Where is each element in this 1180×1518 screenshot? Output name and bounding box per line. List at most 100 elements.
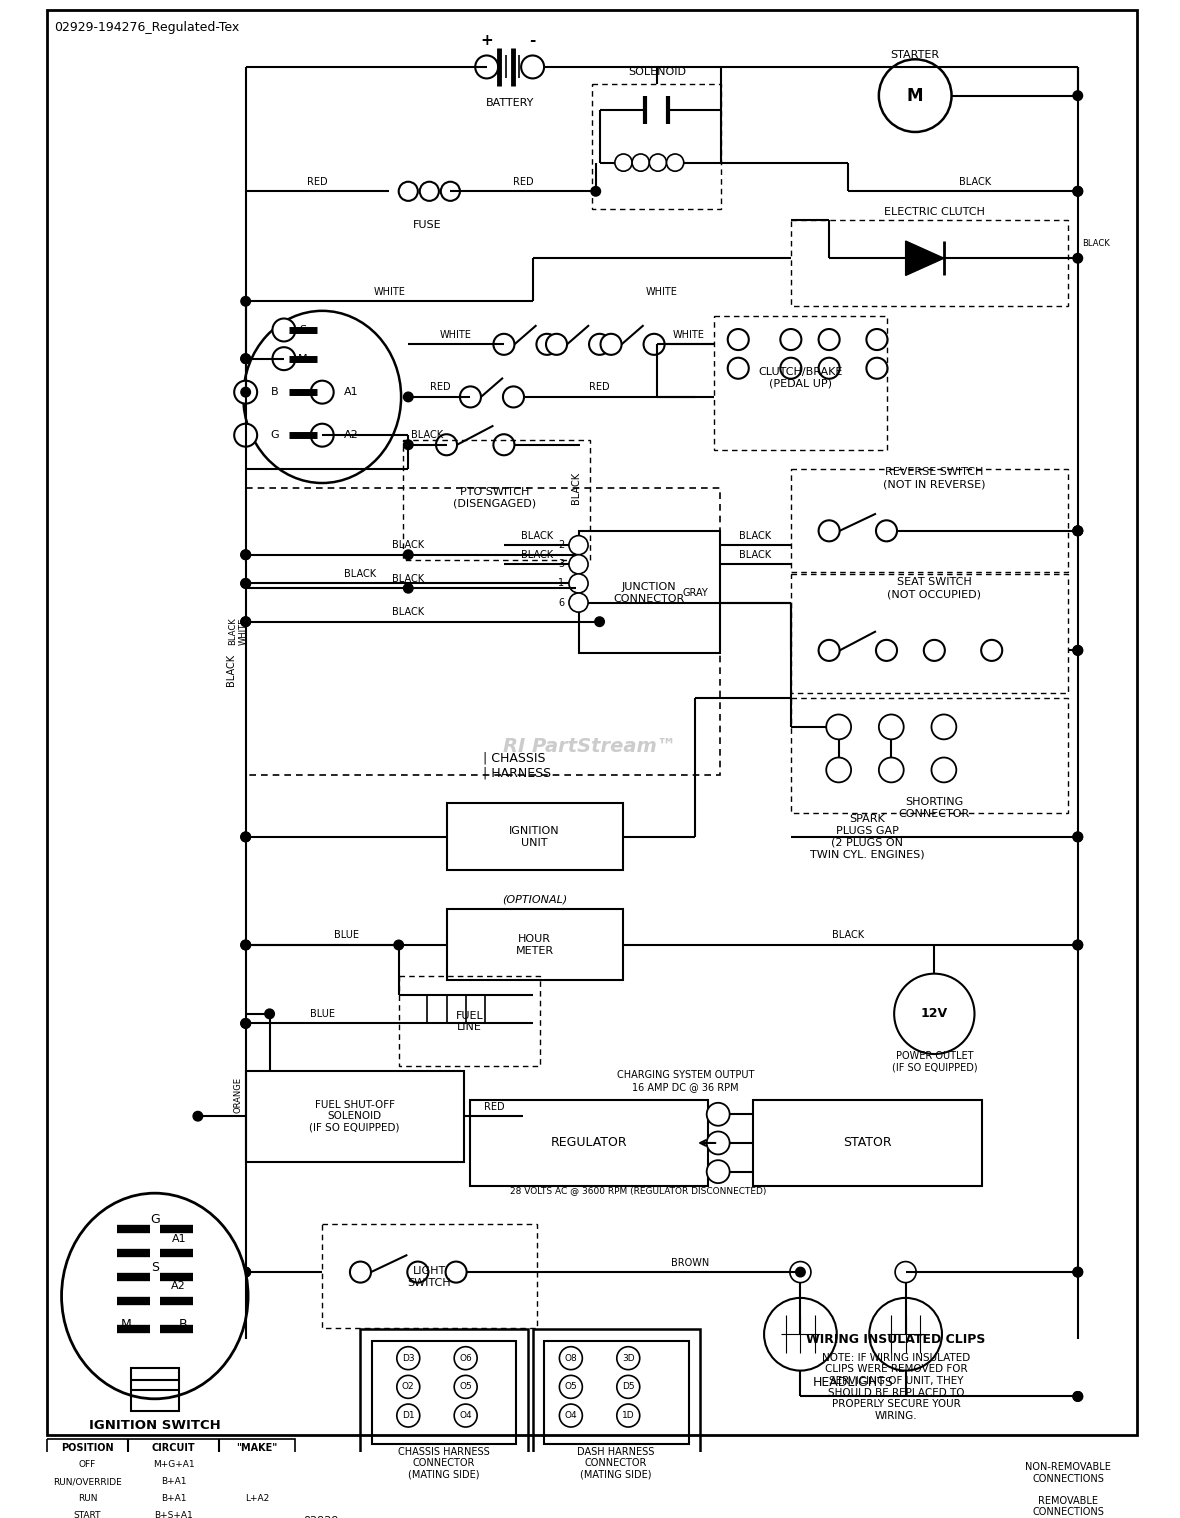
Circle shape	[234, 381, 257, 404]
Text: DASH HARNESS
CONNECTOR
(MATING SIDE): DASH HARNESS CONNECTOR (MATING SIDE)	[577, 1447, 655, 1480]
Text: 02929-194276_Regulated-Tex: 02929-194276_Regulated-Tex	[54, 21, 240, 33]
Circle shape	[617, 1346, 640, 1369]
Text: | CHASSIS
| HARNESS: | CHASSIS | HARNESS	[483, 751, 551, 779]
Text: CHARGING SYSTEM OUTPUT
16 AMP DC @ 36 RPM: CHARGING SYSTEM OUTPUT 16 AMP DC @ 36 RP…	[617, 1070, 754, 1091]
Text: BLACK: BLACK	[1082, 240, 1110, 249]
Text: O4: O4	[564, 1412, 577, 1419]
Circle shape	[1073, 187, 1082, 196]
Bar	[532, 1330, 700, 1454]
Text: JUNCTION
CONNECTOR: JUNCTION CONNECTOR	[614, 583, 684, 604]
Text: SOLENOID: SOLENOID	[628, 67, 686, 76]
Circle shape	[537, 334, 557, 355]
Text: A1: A1	[171, 1234, 186, 1243]
Circle shape	[780, 329, 801, 351]
Circle shape	[617, 1375, 640, 1398]
Circle shape	[569, 594, 588, 612]
Circle shape	[273, 348, 295, 370]
Text: RED: RED	[430, 383, 450, 392]
Text: O2: O2	[402, 1383, 414, 1392]
Circle shape	[241, 550, 250, 560]
Circle shape	[503, 387, 524, 407]
Text: BLACK: BLACK	[227, 653, 236, 686]
Circle shape	[1073, 1392, 1082, 1401]
Text: B+A1: B+A1	[160, 1494, 186, 1503]
Circle shape	[569, 554, 588, 574]
Text: BLACK: BLACK	[345, 569, 376, 578]
Circle shape	[870, 1298, 942, 1371]
Text: RED: RED	[513, 176, 533, 187]
Circle shape	[819, 358, 840, 380]
Circle shape	[396, 1346, 420, 1369]
Circle shape	[241, 1268, 250, 1277]
Ellipse shape	[61, 1193, 248, 1398]
Text: IGNITION
UNIT: IGNITION UNIT	[510, 826, 559, 847]
Bar	[399, 976, 540, 1067]
Circle shape	[493, 334, 514, 355]
Circle shape	[866, 329, 887, 351]
Text: BLACK: BLACK	[412, 430, 444, 440]
Bar	[131, 1368, 178, 1410]
Circle shape	[241, 354, 250, 363]
Text: CLUTCH/BRAKE
(PEDAL UP): CLUTCH/BRAKE (PEDAL UP)	[759, 367, 843, 389]
Circle shape	[896, 1261, 916, 1283]
Ellipse shape	[243, 311, 401, 483]
Circle shape	[241, 354, 250, 363]
Circle shape	[879, 757, 904, 782]
Circle shape	[569, 574, 588, 594]
Text: 12V: 12V	[920, 1008, 948, 1020]
Circle shape	[765, 1298, 837, 1371]
Circle shape	[707, 1131, 729, 1155]
Text: -: -	[530, 33, 536, 47]
Bar	[791, 574, 1068, 694]
Circle shape	[1073, 1268, 1082, 1277]
Text: FUEL
LINE: FUEL LINE	[455, 1011, 484, 1032]
Circle shape	[1073, 832, 1082, 841]
Text: O5: O5	[459, 1383, 472, 1392]
Circle shape	[643, 334, 664, 355]
Text: WHITE: WHITE	[373, 287, 405, 296]
Text: SEAT SWITCH
(NOT OCCUPIED): SEAT SWITCH (NOT OCCUPIED)	[887, 577, 982, 600]
Text: OFF: OFF	[79, 1460, 96, 1469]
Text: RED: RED	[589, 383, 610, 392]
Text: CIRCUIT: CIRCUIT	[152, 1444, 195, 1453]
Circle shape	[241, 387, 250, 396]
Text: ORANGE: ORANGE	[234, 1078, 243, 1113]
Text: SPARK
PLUGS GAP
(2 PLUGS ON
TWIN CYL. ENGINES): SPARK PLUGS GAP (2 PLUGS ON TWIN CYL. EN…	[809, 815, 925, 859]
Circle shape	[1073, 254, 1082, 263]
Text: HOUR
METER: HOUR METER	[516, 934, 553, 956]
Text: 28 VOLTS AC @ 3600 RPM (REGULATOR DISCONNECTED): 28 VOLTS AC @ 3600 RPM (REGULATOR DISCON…	[510, 1186, 766, 1195]
Text: 3D: 3D	[622, 1354, 635, 1363]
Text: L+A2: L+A2	[245, 1494, 269, 1503]
Text: A2: A2	[343, 430, 359, 440]
Circle shape	[1073, 527, 1082, 536]
Circle shape	[728, 329, 749, 351]
Circle shape	[866, 358, 887, 380]
Text: O6: O6	[459, 1354, 472, 1363]
Circle shape	[241, 616, 250, 627]
Bar	[322, 1224, 537, 1328]
Text: BLACK: BLACK	[392, 540, 425, 550]
Circle shape	[404, 392, 413, 402]
Text: REVERSE SWITCH
(NOT IN REVERSE): REVERSE SWITCH (NOT IN REVERSE)	[883, 468, 985, 489]
Text: B: B	[270, 387, 278, 398]
Text: B: B	[179, 1318, 188, 1331]
Text: STATOR: STATOR	[843, 1137, 892, 1149]
Circle shape	[241, 832, 250, 841]
Text: RI PartStream™: RI PartStream™	[504, 736, 676, 756]
Text: 1: 1	[558, 578, 564, 589]
Circle shape	[441, 182, 460, 200]
Text: +: +	[480, 33, 493, 47]
Text: 1D: 1D	[622, 1412, 635, 1419]
Circle shape	[454, 1404, 477, 1427]
Bar	[372, 1340, 517, 1444]
Circle shape	[241, 550, 250, 560]
Circle shape	[632, 153, 649, 172]
Text: BLUE: BLUE	[309, 1009, 335, 1019]
Circle shape	[476, 56, 498, 79]
Text: POWER OUTLET
(IF SO EQUIPPED): POWER OUTLET (IF SO EQUIPPED)	[892, 1050, 977, 1072]
Polygon shape	[905, 241, 944, 275]
Circle shape	[819, 521, 840, 542]
Text: S: S	[300, 325, 307, 335]
Text: O4: O4	[459, 1412, 472, 1419]
Circle shape	[876, 641, 897, 660]
